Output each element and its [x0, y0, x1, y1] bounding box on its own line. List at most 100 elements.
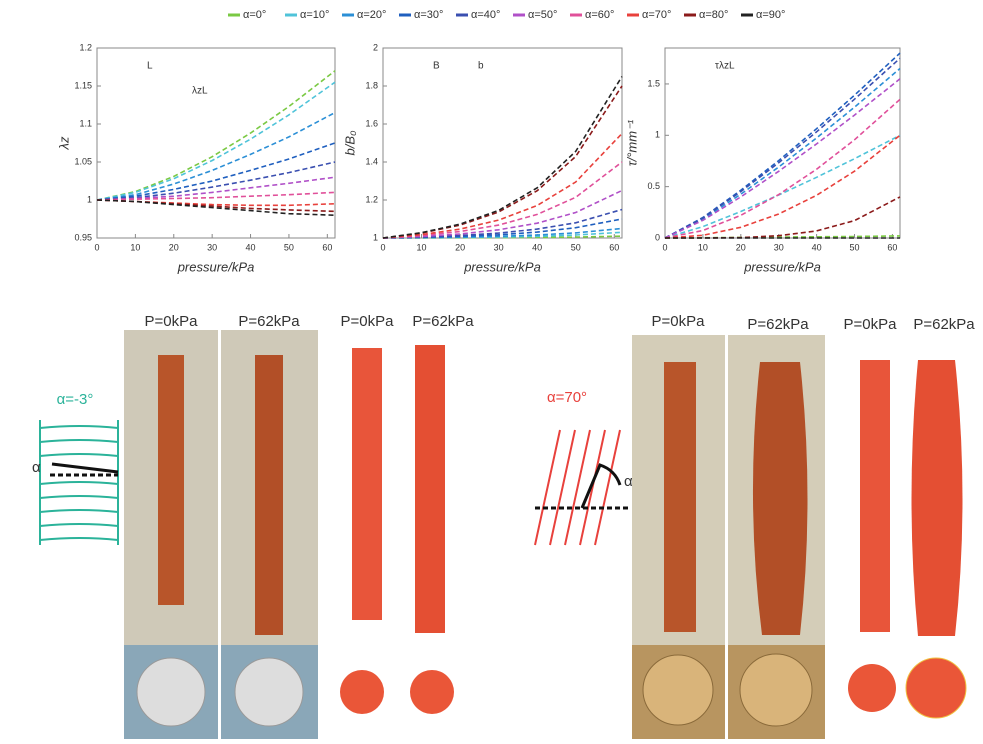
x-tick-label: 30 — [774, 242, 784, 252]
inset-label: τλzL — [715, 61, 735, 72]
angle-line — [52, 464, 118, 472]
inset-label: B — [433, 61, 440, 72]
x-tick-label: 30 — [494, 242, 504, 252]
legend-label: α=60° — [585, 9, 614, 21]
data-line — [383, 191, 622, 239]
end-view — [643, 655, 713, 725]
x-tick-label: 50 — [571, 242, 581, 252]
legend-label: α=30° — [414, 9, 443, 21]
legend-label: α=90° — [756, 9, 785, 21]
model-rod — [912, 360, 963, 636]
model-end — [340, 670, 384, 714]
photo-label: P=0kPa — [652, 313, 706, 330]
plot-frame — [665, 48, 900, 238]
x-tick-label: 10 — [417, 242, 427, 252]
inset-label: b — [478, 61, 484, 72]
angle-line — [582, 465, 620, 508]
legend-label: α=20° — [357, 9, 386, 21]
y-tick-label: 1.05 — [74, 156, 92, 166]
legend-label: α=50° — [528, 9, 557, 21]
actuator — [753, 362, 808, 635]
x-tick-label: 60 — [887, 242, 897, 252]
legend-label: α=40° — [471, 9, 500, 21]
end-view — [740, 654, 812, 726]
data-line — [383, 86, 622, 238]
model-rod — [352, 348, 382, 620]
x-tick-label: 50 — [284, 242, 294, 252]
angle-label: α=-3° — [57, 391, 94, 408]
y-tick-label: 1.2 — [365, 194, 378, 204]
angle-label: α=70° — [547, 389, 587, 406]
photo-label: P=62kPa — [238, 313, 300, 330]
x-tick-label: 0 — [94, 242, 99, 252]
helix-diagram-left — [40, 420, 118, 545]
data-line — [665, 135, 900, 238]
actuator — [158, 355, 184, 605]
data-line — [383, 162, 622, 238]
photo-label: P=62kPa — [913, 316, 975, 333]
y-tick-label: 2 — [373, 42, 378, 52]
y-tick-label: 1.4 — [365, 156, 378, 166]
x-tick-label: 10 — [130, 242, 140, 252]
actuator — [664, 362, 696, 632]
photo-label: P=62kPa — [747, 316, 809, 333]
data-line — [383, 134, 622, 239]
y-tick-label: 1.6 — [365, 118, 378, 128]
x-axis-label: pressure/kPa — [177, 259, 255, 274]
data-line — [665, 79, 900, 238]
end-view — [235, 658, 303, 726]
model-rod — [860, 360, 890, 632]
helix-diagram-right — [535, 430, 620, 545]
model-end — [410, 670, 454, 714]
x-tick-label: 50 — [850, 242, 860, 252]
photo-label: P=62kPa — [412, 313, 474, 330]
data-line — [665, 53, 900, 238]
x-tick-label: 40 — [246, 242, 256, 252]
photo-label: P=0kPa — [145, 313, 199, 330]
y-axis-label: τ/°mm⁻¹ — [624, 119, 639, 166]
x-tick-label: 10 — [698, 242, 708, 252]
x-tick-label: 20 — [736, 242, 746, 252]
x-tick-label: 30 — [207, 242, 217, 252]
legend-label: α=80° — [699, 9, 728, 21]
y-axis-label: λz — [56, 136, 71, 150]
model-rod — [415, 345, 445, 633]
y-tick-label: 1.8 — [365, 80, 378, 90]
end-view — [137, 658, 205, 726]
inset-label: λzL — [192, 86, 208, 97]
y-tick-label: 1.15 — [74, 80, 92, 90]
model-end — [848, 664, 896, 712]
legend-label: α=70° — [642, 9, 671, 21]
x-tick-label: 40 — [812, 242, 822, 252]
x-tick-label: 40 — [532, 242, 542, 252]
photo-label: P=0kPa — [844, 316, 898, 333]
y-tick-label: 1 — [373, 232, 378, 242]
actuator — [255, 355, 283, 635]
y-tick-label: 1 — [87, 194, 92, 204]
model-end — [906, 658, 966, 718]
figure: α=-3° α P=0kPa P=62kPa P=0kPa P=62kPa α=… — [0, 0, 983, 739]
y-tick-label: 1.1 — [79, 118, 92, 128]
x-tick-label: 0 — [380, 242, 385, 252]
y-tick-label: 0 — [655, 232, 660, 242]
data-line — [383, 77, 622, 239]
angle-symbol: α — [32, 459, 41, 476]
x-axis-label: pressure/kPa — [743, 259, 821, 274]
y-axis-label: b/B₀ — [342, 130, 357, 156]
legend-label: α=10° — [300, 9, 329, 21]
data-line — [665, 135, 900, 238]
y-tick-label: 1.2 — [79, 42, 92, 52]
x-tick-label: 0 — [662, 242, 667, 252]
x-tick-label: 20 — [455, 242, 465, 252]
x-tick-label: 20 — [169, 242, 179, 252]
data-line — [97, 200, 335, 215]
angle-symbol: α — [624, 473, 633, 490]
inset-label: L — [147, 61, 153, 72]
legend-label: α=0° — [243, 9, 266, 21]
photo-label: P=0kPa — [341, 313, 395, 330]
x-tick-label: 60 — [322, 242, 332, 252]
x-tick-label: 60 — [609, 242, 619, 252]
y-tick-label: 1.5 — [647, 78, 660, 88]
y-tick-label: 1 — [655, 130, 660, 140]
y-tick-label: 0.5 — [647, 181, 660, 191]
